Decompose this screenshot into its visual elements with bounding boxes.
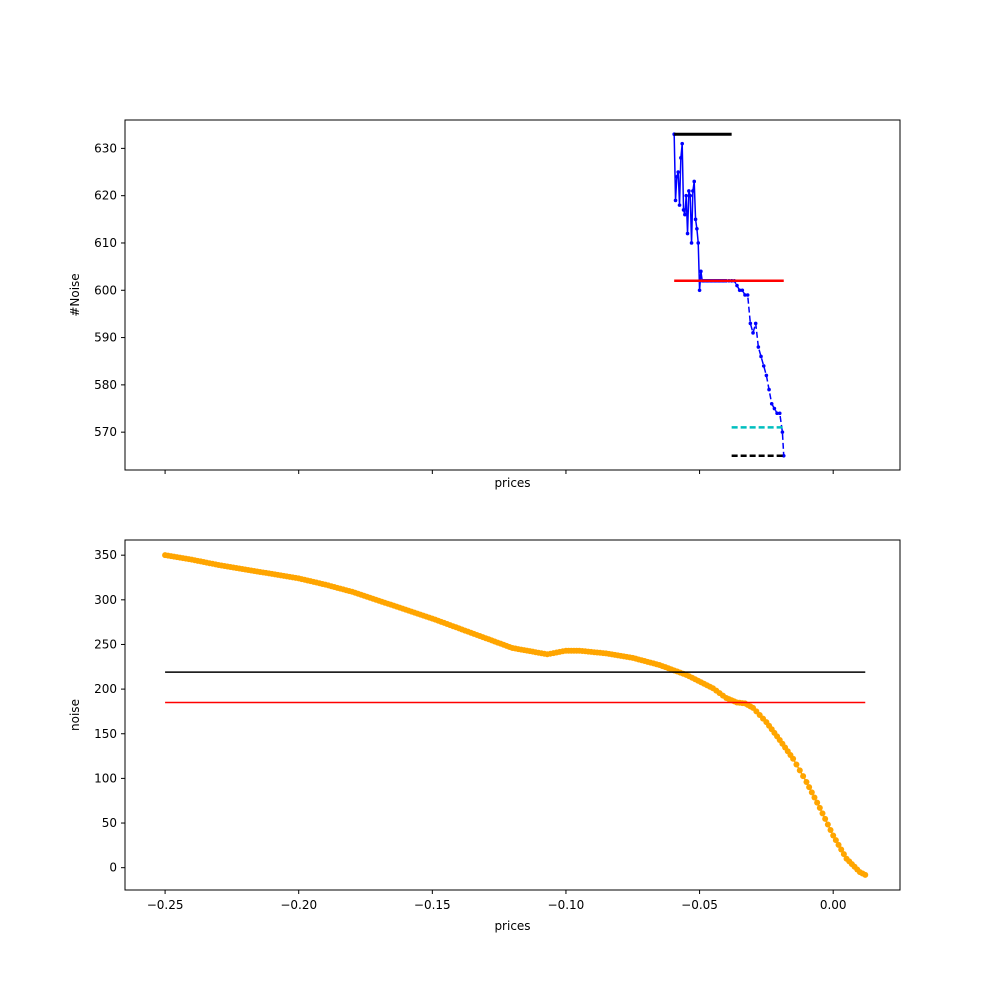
x-tick-label: −0.15 — [414, 898, 451, 912]
series-1-point — [814, 799, 821, 806]
series-1-point — [684, 193, 689, 198]
series-group — [162, 552, 869, 878]
y-tick-label: 630 — [94, 141, 117, 155]
series-1-point — [838, 846, 845, 853]
y-tick-label: 150 — [94, 727, 117, 741]
series-1-point — [692, 179, 697, 184]
series-1-line — [673, 134, 732, 292]
y-tick-label: 600 — [94, 283, 117, 297]
series-1-point — [685, 231, 690, 236]
series-1-point — [822, 815, 829, 822]
series-1-point — [681, 208, 686, 212]
series-1-point — [695, 226, 699, 231]
x-tick-label: −0.20 — [280, 898, 317, 912]
axes-frame — [124, 539, 901, 891]
x-tick-label: −0.05 — [681, 898, 718, 912]
x-tick-label: −0.10 — [548, 898, 585, 912]
series-1-point — [679, 156, 683, 160]
y-tick-label: 250 — [94, 637, 117, 651]
series-2-point — [740, 288, 745, 293]
series-1-point — [688, 193, 693, 198]
series-1-point — [673, 198, 678, 203]
series-2-point — [769, 401, 774, 406]
series-1-point — [680, 141, 684, 146]
series-1-point — [800, 773, 807, 780]
y-tick-label: 590 — [94, 331, 117, 345]
y-tick-label: 50 — [102, 816, 117, 830]
y-tick-label: 580 — [94, 378, 117, 392]
series-2-point — [743, 293, 747, 297]
series-2-point — [767, 387, 771, 392]
series-1-point — [832, 837, 839, 844]
x-axis-label: prices — [494, 919, 530, 933]
series-2-point — [745, 293, 750, 297]
series-1-point — [796, 767, 803, 774]
series-1-point — [693, 217, 698, 222]
series-2-point — [759, 354, 763, 359]
series-1-point — [699, 269, 703, 274]
series-1-point — [697, 288, 702, 293]
series-2-point — [735, 283, 739, 288]
series-1-point — [819, 810, 826, 817]
series-1-point — [862, 871, 869, 878]
series-1-point — [806, 784, 813, 791]
y-tick-label: 300 — [94, 593, 117, 607]
y-tick-label: 350 — [94, 548, 117, 562]
series-1-point — [790, 755, 797, 762]
series-2-line — [731, 280, 785, 456]
y-tick-label: 0 — [109, 861, 117, 875]
series-2-point — [780, 430, 785, 434]
series-1-point — [830, 832, 837, 839]
y-tick-label: 200 — [94, 682, 117, 696]
y-tick-label: 100 — [94, 771, 117, 785]
series-1-point — [835, 841, 842, 848]
y-tick-label: 620 — [94, 189, 117, 203]
series-1-point — [811, 794, 818, 801]
series-2-point — [781, 454, 786, 458]
series-1-point — [687, 189, 691, 193]
series-1-point — [675, 174, 679, 179]
series-2-point — [772, 406, 777, 411]
series-1-point — [676, 170, 680, 174]
series-1-point — [793, 761, 800, 768]
series-2-point — [748, 321, 753, 326]
series-1-point — [824, 821, 831, 828]
series-1-point — [840, 851, 847, 858]
plot-panel-2: 0 50 100 150 200 250 300 350 −0.25 −0.20 −0.15 −0.1… — [68, 539, 901, 933]
series-2-point — [751, 331, 755, 335]
series-group — [672, 132, 786, 458]
series-1-point — [689, 241, 694, 245]
series-1-point — [803, 778, 810, 785]
series-1-point — [683, 212, 687, 217]
x-tick-label: −0.25 — [147, 898, 184, 912]
series-1-point — [827, 827, 834, 833]
series-2-point — [737, 288, 742, 293]
y-axis-label: #Noise — [68, 273, 82, 316]
axes-frame — [124, 119, 901, 471]
series-2-point — [761, 364, 766, 368]
series-1-point — [696, 241, 701, 245]
series-2-point — [756, 345, 761, 349]
y-axis-label: noise — [68, 699, 82, 731]
series-1-point — [677, 203, 682, 207]
series-1-point — [691, 189, 695, 193]
series-2-point — [777, 411, 782, 416]
plot-panel-1: 570 580 590 600 610 620 630 prices #Noise — [68, 119, 901, 490]
series-1-point — [808, 789, 815, 796]
series-2-point — [764, 373, 769, 378]
y-tick-label: 570 — [94, 425, 117, 439]
series-2-point — [753, 321, 758, 326]
x-tick-label: 0.00 — [820, 898, 847, 912]
x-axis-label: prices — [494, 476, 530, 490]
series-2-point — [775, 411, 779, 416]
series-1-point — [816, 804, 823, 811]
y-tick-label: 610 — [94, 236, 117, 250]
